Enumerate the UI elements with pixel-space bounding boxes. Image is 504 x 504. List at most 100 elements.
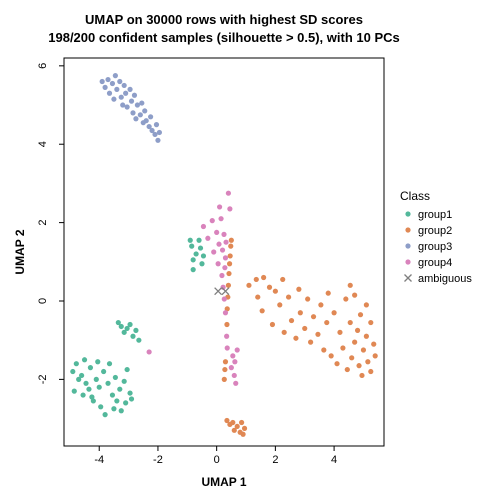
data-point: [196, 238, 201, 243]
legend-label: group4: [418, 257, 452, 269]
data-point: [293, 336, 298, 341]
data-point: [229, 238, 234, 243]
data-point: [227, 261, 232, 266]
data-point: [133, 116, 138, 121]
y-tick-label: 2: [37, 220, 49, 226]
data-point: [373, 353, 378, 358]
data-point: [82, 357, 87, 362]
data-point: [311, 314, 316, 319]
data-point: [222, 367, 227, 372]
legend-label: group3: [418, 241, 452, 253]
x-tick-label: 2: [272, 454, 278, 466]
y-axis-title: UMAP 2: [13, 229, 27, 274]
data-point: [315, 332, 320, 337]
data-point: [345, 367, 350, 372]
data-point: [267, 285, 272, 290]
data-point: [113, 375, 118, 380]
data-point: [216, 242, 221, 247]
x-tick-label: -4: [94, 454, 104, 466]
data-point: [240, 432, 245, 437]
data-point: [308, 340, 313, 345]
data-point: [364, 334, 369, 339]
data-point: [123, 91, 128, 96]
x-tick-label: 0: [214, 454, 220, 466]
data-point: [198, 245, 203, 250]
data-point: [201, 224, 206, 229]
data-point: [119, 324, 124, 329]
data-point: [110, 81, 115, 86]
data-point: [122, 83, 127, 88]
data-point: [105, 77, 110, 82]
data-point: [352, 340, 357, 345]
data-point: [270, 322, 275, 327]
data-point: [107, 91, 112, 96]
data-point: [226, 191, 231, 196]
data-point: [114, 398, 119, 403]
data-point: [103, 85, 108, 90]
data-point: [103, 412, 108, 417]
data-point: [223, 240, 228, 245]
data-point: [222, 296, 227, 301]
y-tick-label: 4: [37, 141, 49, 147]
data-point: [348, 283, 353, 288]
data-point: [365, 359, 370, 364]
data-point: [130, 110, 135, 115]
data-point: [324, 320, 329, 325]
data-point: [222, 265, 227, 270]
data-point: [211, 249, 216, 254]
data-point: [86, 387, 91, 392]
data-point: [305, 296, 310, 301]
data-point: [371, 342, 376, 347]
data-point: [142, 108, 147, 113]
data-point: [127, 87, 132, 92]
y-tick-label: 0: [37, 298, 49, 304]
data-point: [224, 334, 229, 339]
x-axis-title: UMAP 1: [201, 475, 246, 489]
data-point: [230, 420, 235, 425]
data-point: [349, 355, 354, 360]
data-point: [155, 138, 160, 143]
data-point: [123, 400, 128, 405]
data-point: [107, 361, 112, 366]
data-point: [132, 93, 137, 98]
data-point: [144, 118, 149, 123]
data-point: [114, 87, 119, 92]
data-point: [235, 424, 240, 429]
legend-marker: [405, 259, 410, 264]
data-point: [246, 283, 251, 288]
data-point: [368, 320, 373, 325]
data-point: [127, 322, 132, 327]
data-point: [340, 345, 345, 350]
data-point: [282, 330, 287, 335]
data-point: [117, 387, 122, 392]
y-tick-label: -2: [37, 374, 49, 384]
data-point: [101, 369, 106, 374]
scatter-plot: -4-2024-20246UMAP 1UMAP 2UMAP on 30000 r…: [0, 0, 504, 504]
data-point: [337, 330, 342, 335]
data-point: [201, 253, 206, 258]
data-point: [91, 398, 96, 403]
data-point: [111, 97, 116, 102]
data-point: [355, 328, 360, 333]
data-point: [221, 232, 226, 237]
data-point: [368, 369, 373, 374]
data-point: [223, 310, 228, 315]
data-point: [220, 247, 225, 252]
y-tick-label: 6: [37, 63, 49, 69]
data-point: [130, 334, 135, 339]
data-point: [226, 283, 231, 288]
legend-marker: [405, 211, 410, 216]
data-point: [326, 291, 331, 296]
chart-container: -4-2024-20246UMAP 1UMAP 2UMAP on 30000 r…: [0, 0, 504, 504]
data-point: [129, 99, 134, 104]
data-point: [199, 261, 204, 266]
data-point: [218, 216, 223, 221]
data-point: [364, 302, 369, 307]
legend-title: Class: [400, 189, 430, 203]
data-point: [334, 361, 339, 366]
data-point: [321, 347, 326, 352]
data-point: [331, 310, 336, 315]
data-point: [110, 392, 115, 397]
data-point: [273, 289, 278, 294]
legend-label: ambiguous: [418, 273, 472, 285]
